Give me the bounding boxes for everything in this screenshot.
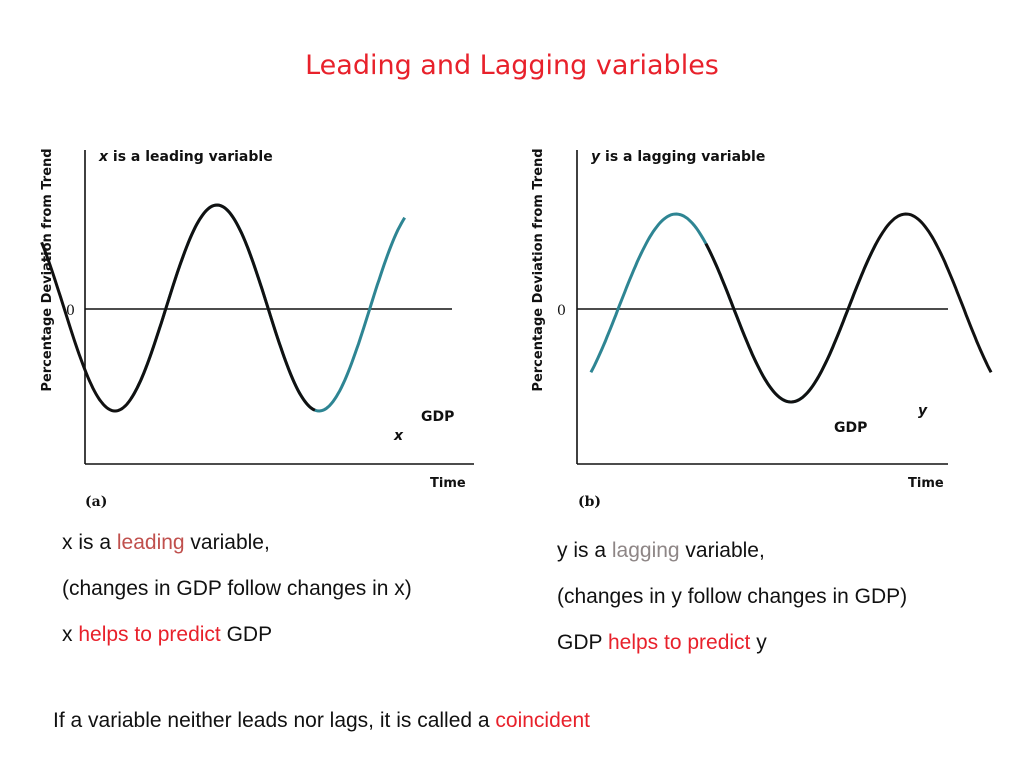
chart-b-zero-label: 0 bbox=[557, 303, 566, 319]
right-line-2: (changes in y follow changes in GDP) bbox=[557, 585, 908, 608]
chart-a-xlabel: Time bbox=[430, 476, 466, 491]
chart-b: y is a lagging variable Percentage Devia… bbox=[531, 148, 993, 510]
left-line-2: (changes in GDP follow changes in x) bbox=[62, 577, 412, 600]
footer-note: If a variable neither leads nor lags, it… bbox=[53, 709, 590, 732]
chart-b-title: y is a lagging variable bbox=[591, 149, 765, 165]
chart-b-ylabel: Percentage Deviation from Trend bbox=[531, 148, 546, 391]
chart-b-label-gdp: GDP bbox=[834, 420, 867, 436]
chart-a-panel-label: (a) bbox=[85, 494, 107, 510]
slide-title: Leading and Lagging variables bbox=[305, 50, 719, 81]
chart-a-label-gdp: GDP bbox=[421, 409, 454, 425]
chart-a-label-x: x bbox=[393, 428, 404, 444]
chart-a-zero-label: 0 bbox=[66, 303, 75, 319]
chart-b-series-y bbox=[704, 212, 993, 404]
chart-a-series-x bbox=[40, 203, 316, 413]
right-line-3: GDP helps to predict y bbox=[557, 631, 767, 654]
charts-figure: x is a leading variable Percentage Devia… bbox=[40, 148, 993, 510]
chart-a: x is a leading variable Percentage Devia… bbox=[40, 148, 474, 510]
chart-b-xlabel: Time bbox=[908, 476, 944, 491]
left-line-3: x helps to predict GDP bbox=[62, 623, 273, 646]
chart-a-title: x is a leading variable bbox=[98, 149, 273, 165]
right-line-1: y is a lagging variable, bbox=[557, 539, 765, 562]
chart-b-label-y: y bbox=[918, 403, 928, 419]
chart-b-panel-label: (b) bbox=[578, 494, 601, 510]
left-line-1: x is a leading variable, bbox=[62, 531, 270, 554]
chart-a-ylabel: Percentage Deviation from Trend bbox=[40, 148, 55, 391]
